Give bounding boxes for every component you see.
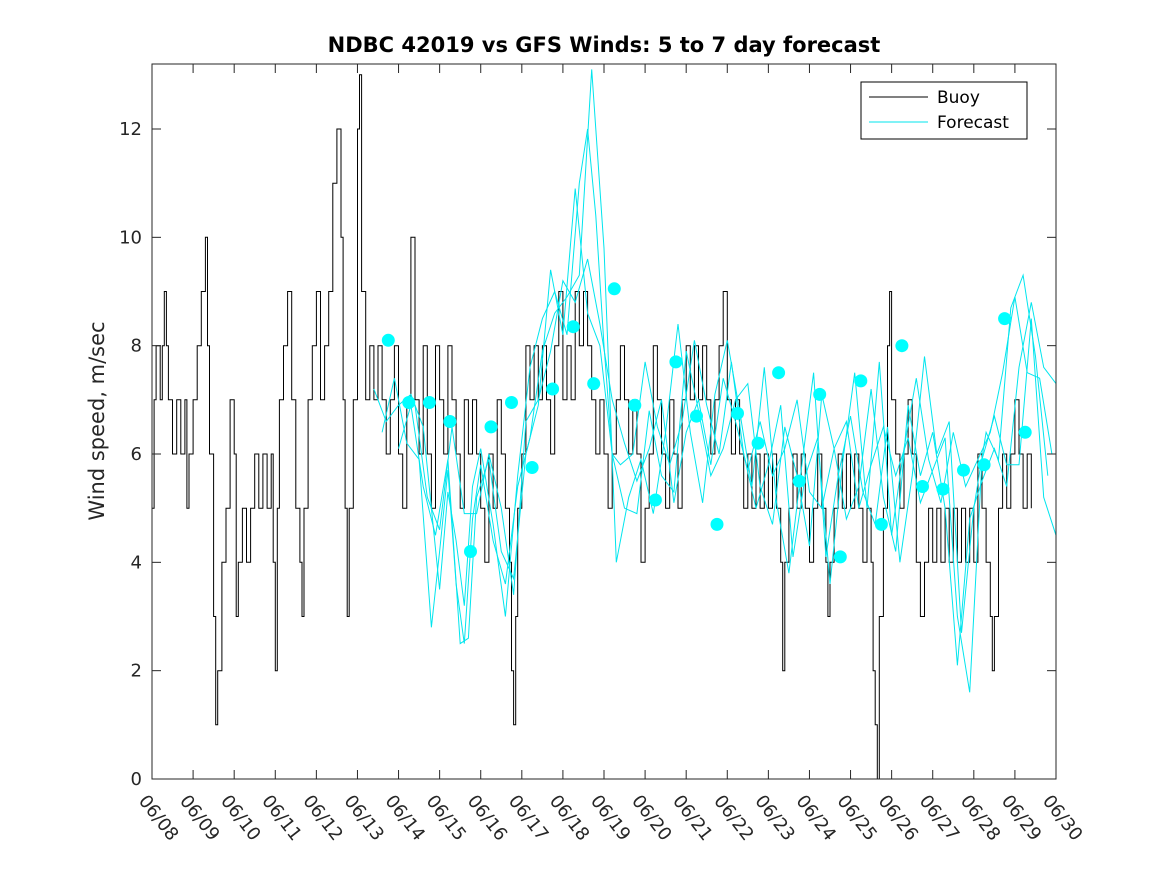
forecast-marker-22 xyxy=(813,387,827,401)
forecast-marker-10 xyxy=(566,320,580,334)
series-line-forecast-4 xyxy=(414,258,1056,693)
forecast-marker-20 xyxy=(772,366,786,380)
forecast-marker-9 xyxy=(546,382,560,396)
forecast-marker-19 xyxy=(751,436,765,450)
forecast-marker-28 xyxy=(936,482,950,496)
forecast-marker-29 xyxy=(957,463,970,477)
forecast-marker-27 xyxy=(916,480,929,493)
forecast-marker-3 xyxy=(422,396,436,409)
y-tick-label: 0 xyxy=(131,769,142,790)
y-tick-label: 2 xyxy=(131,661,142,682)
forecast-marker-18 xyxy=(731,406,744,420)
forecast-marker-4 xyxy=(443,415,457,428)
y-tick-label: 6 xyxy=(131,444,142,465)
legend-box xyxy=(860,81,1028,140)
forecast-marker-21 xyxy=(792,474,806,488)
forecast-marker-15 xyxy=(669,355,683,369)
forecast-marker-13 xyxy=(628,398,642,412)
series-line-buoy xyxy=(152,74,1032,779)
forecast-marker-11 xyxy=(587,377,601,391)
forecast-marker-26 xyxy=(895,339,909,353)
forecast-marker-7 xyxy=(505,396,518,409)
forecast-marker-14 xyxy=(648,493,662,507)
forecast-marker-1 xyxy=(381,333,395,347)
forecast-marker-6 xyxy=(484,420,498,434)
forecast-marker-12 xyxy=(607,282,621,296)
forecast-marker-17 xyxy=(710,517,724,531)
forecast-marker-32 xyxy=(1018,425,1032,439)
y-tick-label: 12 xyxy=(119,119,142,140)
forecast-marker-31 xyxy=(998,312,1012,326)
forecast-marker-30 xyxy=(977,458,991,472)
y-tick-label: 10 xyxy=(119,227,142,248)
y-axis-label: Wind speed, m/sec xyxy=(85,321,109,520)
forecast-marker-8 xyxy=(525,461,539,474)
legend: Buoy Forecast xyxy=(860,81,1028,140)
forecast-marker-5 xyxy=(464,545,477,558)
legend-label-forecast: Forecast xyxy=(937,113,1009,133)
forecast-marker-25 xyxy=(874,517,888,531)
forecast-marker-2 xyxy=(402,396,416,409)
legend-label-buoy: Buoy xyxy=(937,88,980,108)
series-layer xyxy=(152,69,1056,779)
series-line-forecast-3 xyxy=(398,188,1056,666)
y-tick-label: 4 xyxy=(131,552,142,573)
series-line-forecast-1 xyxy=(373,128,1053,617)
forecast-marker-24 xyxy=(854,374,868,388)
chart-title: NDBC 42019 vs GFS Winds: 5 to 7 day fore… xyxy=(328,33,881,57)
y-tick-label: 8 xyxy=(131,336,142,357)
series-line-forecast-2 xyxy=(381,69,1049,644)
forecast-marker-16 xyxy=(690,409,703,423)
forecast-marker-23 xyxy=(833,550,847,564)
